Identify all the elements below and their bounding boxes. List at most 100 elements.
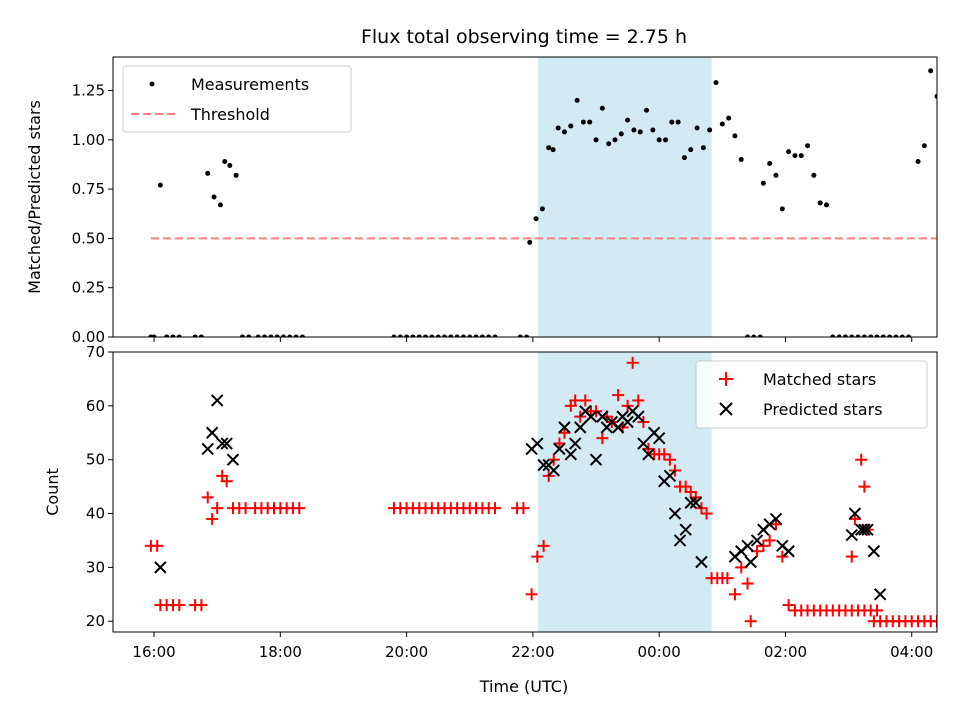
measurement-point [441,334,447,337]
measurement-point [644,107,650,113]
measurement-point [268,334,274,337]
measurement-point [517,334,523,337]
predicted-point [861,523,874,536]
measurement-point [957,335,960,340]
predicted-point [848,507,862,520]
measurement-point [719,121,725,127]
measurement-point [773,172,779,178]
y-tick-label: 30 [86,558,105,576]
measurement-point [527,239,533,245]
predicted-point [744,555,757,569]
matched-point [679,480,692,493]
measurement-point [473,334,479,337]
x-tick-label: 20:00 [385,643,428,661]
measurement-point [448,334,454,337]
bottom-legend: Matched stars Predicted stars [695,360,928,429]
x-tick-label: 18:00 [259,643,302,661]
predicted-point [689,496,703,509]
measurement-point [460,334,466,337]
measurement-point [467,334,473,337]
measurement-point [675,119,681,125]
matched-point [211,502,224,515]
measurement-point [410,334,416,337]
measurement-point [222,159,228,165]
measurement-point [662,137,668,143]
measurement-point [631,127,637,133]
matched-point [658,448,671,461]
measurement-point [941,149,946,154]
measurement-point [524,334,530,337]
measurement-point [786,149,792,155]
matched-point [173,599,186,612]
measurement-point [550,147,556,153]
y-tick-label: 0.25 [72,279,105,297]
matched-point [845,550,858,563]
legend-measurements-label: Measurements [191,75,309,94]
measurement-point [637,129,643,135]
measurement-point [262,334,268,337]
predicted-point [216,437,229,450]
predicted-point [210,394,224,407]
bottom-panel: 20 30 40 50 60 70 16:00 18:00 20:00 22:00 00:00 02:… [43,343,960,696]
measurement-point [555,125,561,131]
legend-measurements-marker [149,81,155,87]
measurement-point [836,334,842,337]
predicted-point [663,469,677,483]
matched-point [728,588,741,601]
measurement-point [192,334,198,337]
measurement-point [934,93,937,99]
measurement-point [880,334,886,337]
measurement-point [669,119,675,125]
predicted-point [845,528,858,542]
measurement-point [745,334,751,337]
matched-point [579,394,592,407]
y-tick-label: 20 [86,612,105,630]
matched-point [195,599,208,612]
predicted-point [201,442,214,456]
measurement-point [811,172,817,178]
measurement-point [479,334,485,337]
measurement-point [404,334,410,337]
predicted-point [954,583,960,594]
measurement-point [539,206,545,212]
bottom-highlight-span [537,352,712,632]
matched-point [855,453,868,466]
measurement-point [606,141,612,147]
predicted-point [782,545,795,558]
predicted-point [750,534,764,547]
measurement-point [612,137,618,143]
measurement-point [397,334,403,337]
matched-point [744,615,757,628]
matched-point [937,615,949,627]
predicted-point [568,437,582,450]
measurement-point [211,194,217,200]
measurement-point [299,334,305,337]
measurement-point [726,115,732,121]
predicted-point [564,448,577,461]
measurement-point [227,162,233,168]
matched-point [944,615,956,627]
predicted-point [867,545,881,558]
matched-point [596,432,609,445]
matched-point [612,389,625,402]
measurement-point [205,170,211,176]
measurement-point [568,123,574,129]
top-axes: 0.00 0.25 0.50 0.75 1.00 1.25 [72,82,913,346]
matched-point [151,539,164,552]
measurement-point [618,131,624,137]
measurement-point [893,334,899,337]
x-tick-label: 16:00 [132,643,175,661]
matched-point [931,615,937,628]
measurement-point [561,129,567,135]
predicted-point [632,410,645,423]
measurement-point [868,334,874,337]
top-legend: Measurements Threshold [122,65,352,133]
measurement-point [274,334,280,337]
matched-point [947,583,959,595]
measurement-point [625,117,631,123]
y-tick-label: 0.75 [72,180,105,198]
measurement-point [887,334,893,337]
predicted-point [596,410,609,423]
measurement-point [454,334,460,337]
measurement-point [574,97,580,103]
